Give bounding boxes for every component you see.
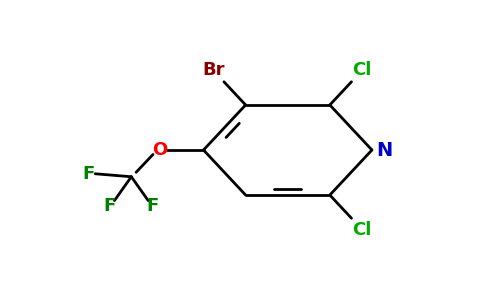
Text: F: F	[82, 165, 94, 183]
Text: O: O	[152, 141, 168, 159]
Text: N: N	[376, 140, 392, 160]
Text: Br: Br	[202, 61, 225, 79]
Text: F: F	[104, 197, 116, 215]
Text: Cl: Cl	[353, 221, 372, 239]
Text: Cl: Cl	[353, 61, 372, 79]
Text: F: F	[147, 197, 159, 215]
